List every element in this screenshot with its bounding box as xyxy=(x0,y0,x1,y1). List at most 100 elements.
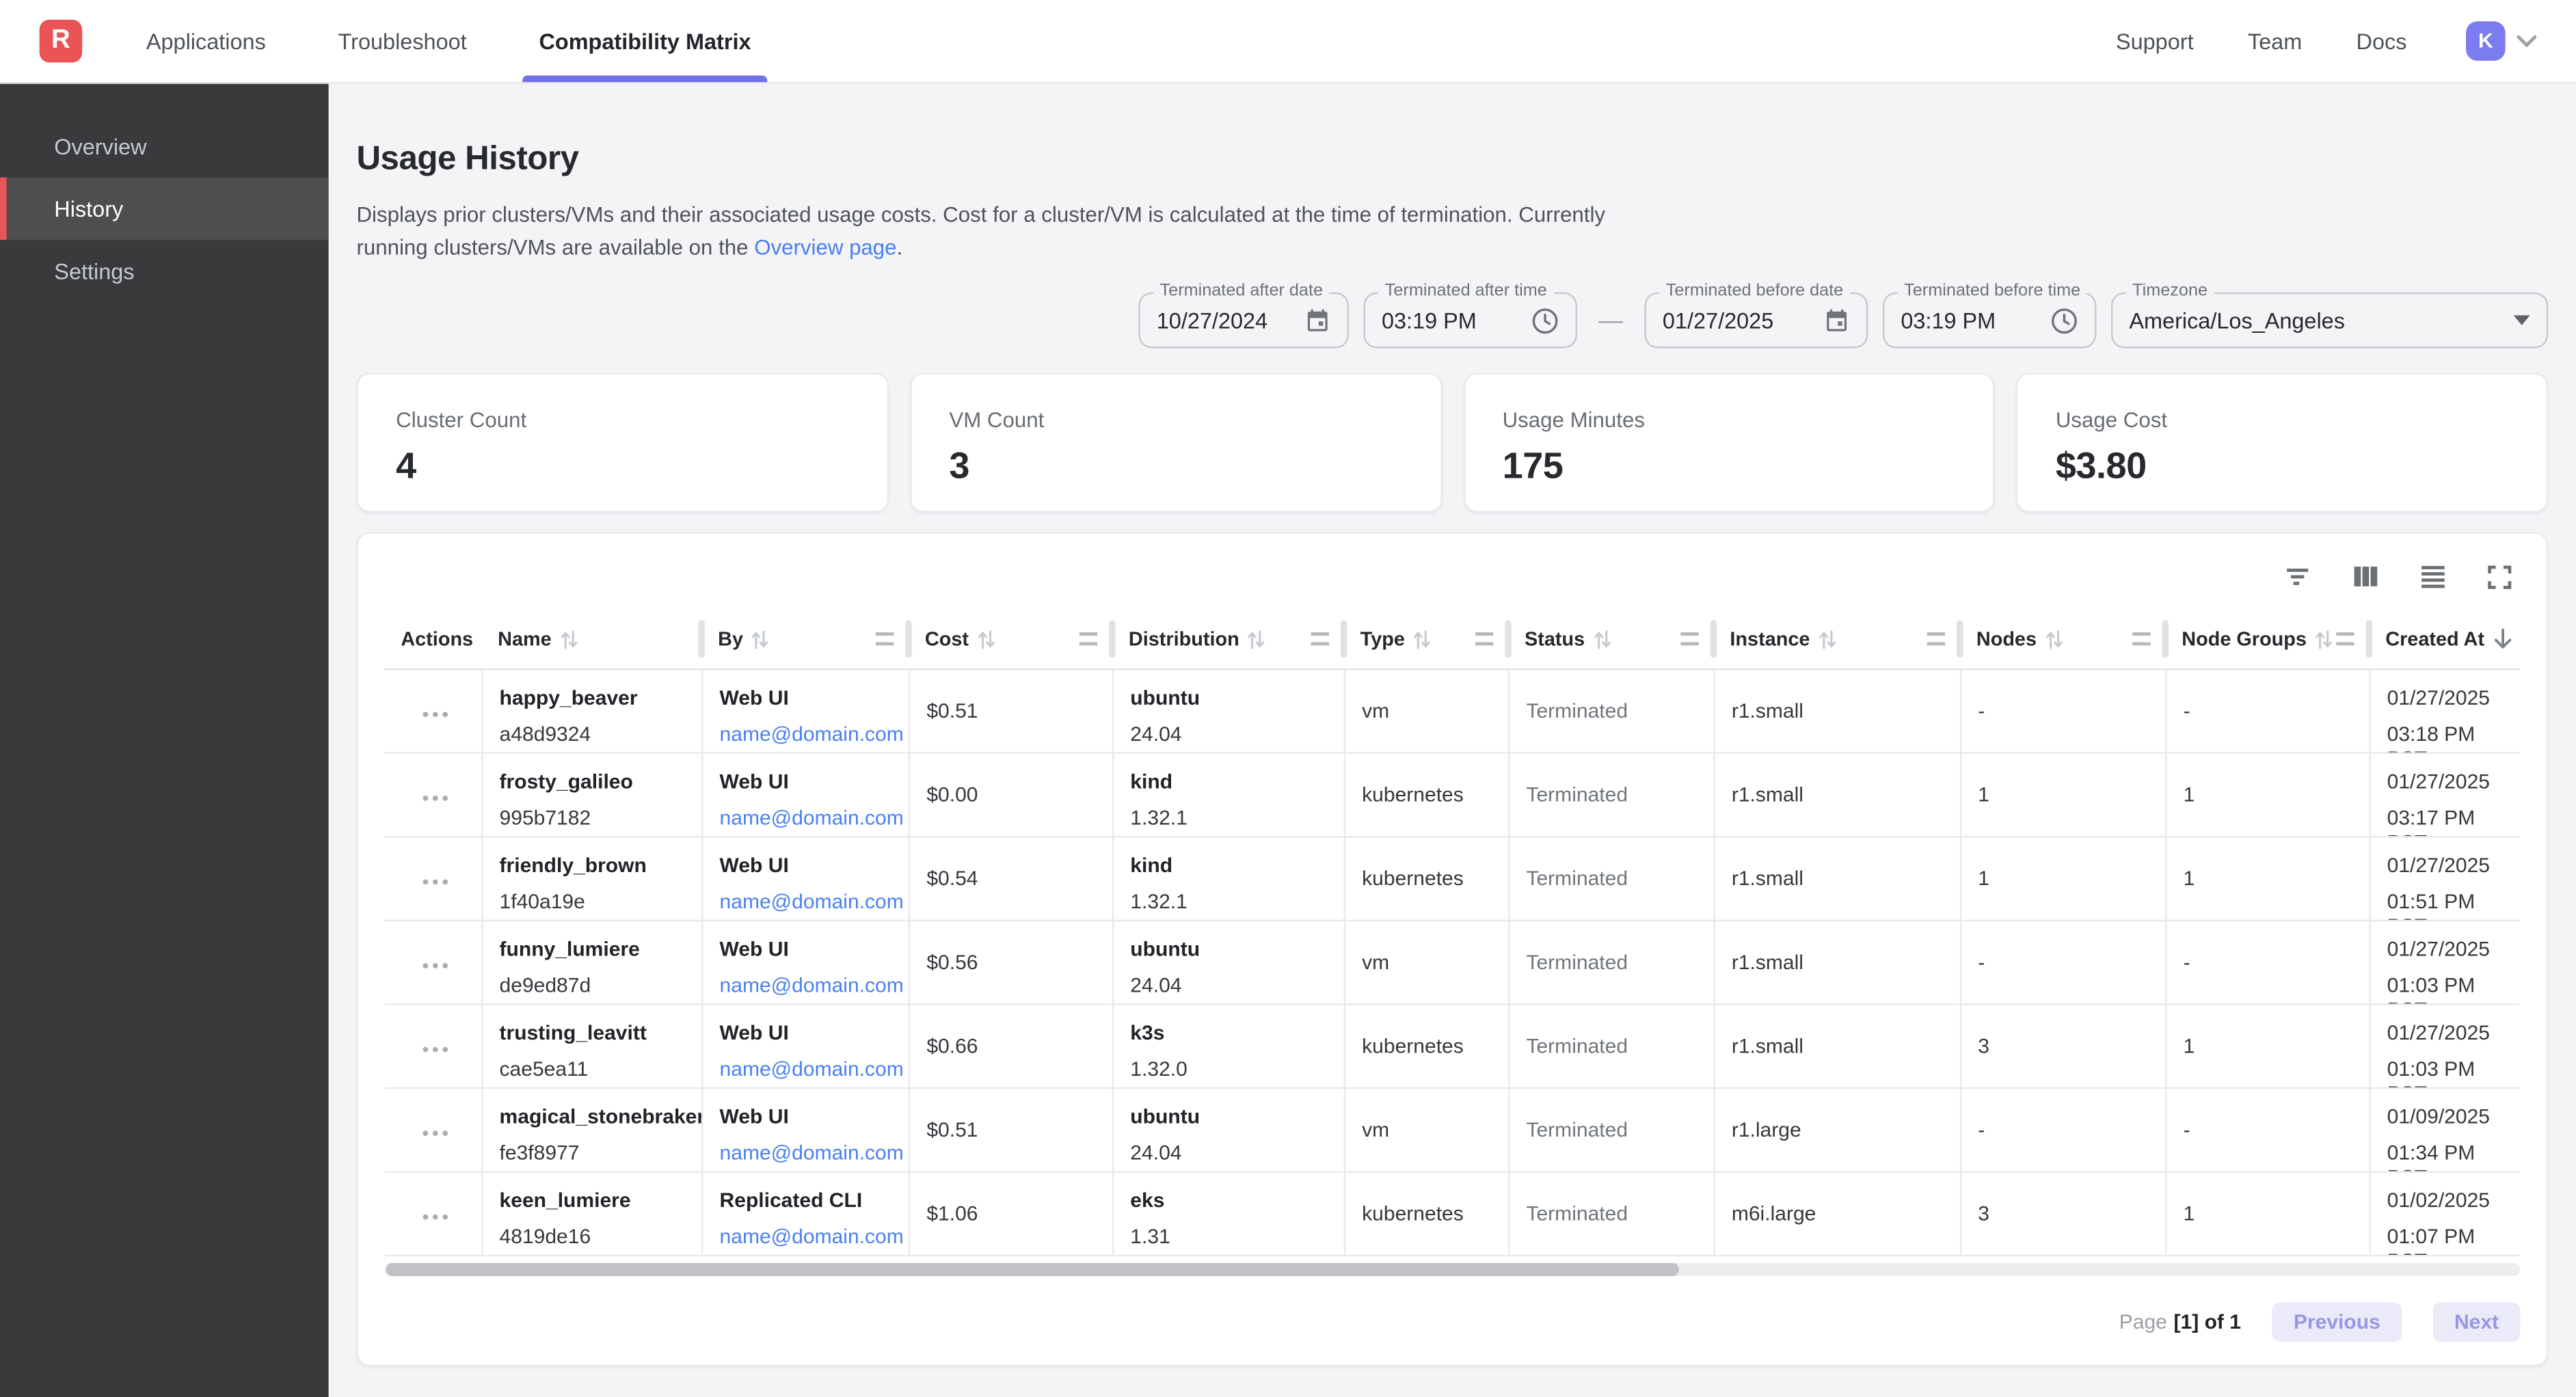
clock-icon[interactable] xyxy=(1531,306,1559,334)
stat-card: Usage Cost $3.80 xyxy=(2016,372,2549,513)
cell-instance: r1.large xyxy=(1713,1089,1959,1171)
previous-page-button[interactable]: Previous xyxy=(2272,1302,2402,1342)
column-header[interactable]: Type xyxy=(1344,610,1512,669)
row-actions-menu-button[interactable] xyxy=(384,1089,481,1171)
description-period: . xyxy=(896,234,903,260)
overview-page-link[interactable]: Overview page xyxy=(754,234,897,260)
nav-item[interactable]: Troubleshoot xyxy=(328,0,477,82)
clock-icon[interactable] xyxy=(2050,306,2078,334)
column-resize-handle[interactable] xyxy=(1311,632,1330,646)
filter-field-value[interactable]: 03:19 PM xyxy=(1381,308,1477,333)
created-by-email-link[interactable]: name@domain.com xyxy=(719,1057,904,1081)
density-icon[interactable] xyxy=(2418,562,2447,591)
cell-type: vm xyxy=(1343,670,1508,752)
filter-field[interactable]: Timezone America/Los_Angeles xyxy=(2110,280,2549,349)
filter-icon[interactable] xyxy=(2283,562,2313,591)
created-by-email-link[interactable]: name@domain.com xyxy=(719,1225,904,1249)
created-by-source: Web UI xyxy=(719,1021,789,1045)
nav-link[interactable]: Support xyxy=(2115,29,2194,54)
columns-icon[interactable] xyxy=(2351,562,2380,591)
column-resize-handle[interactable] xyxy=(1927,632,1946,646)
created-by-email-link[interactable]: name@domain.com xyxy=(719,722,904,746)
sort-icon[interactable] xyxy=(560,628,578,649)
row-actions-menu-button[interactable] xyxy=(384,838,481,920)
nav-item[interactable]: Compatibility Matrix xyxy=(522,0,768,83)
cluster-name: frosty_galileo xyxy=(499,770,633,794)
column-resize-handle[interactable] xyxy=(1079,632,1098,646)
horizontal-scrollbar-thumb[interactable] xyxy=(386,1262,1678,1277)
cell-cost: $0.56 xyxy=(908,921,1112,1004)
column-header[interactable]: Instance xyxy=(1713,610,1963,669)
column-header[interactable]: Nodes xyxy=(1960,610,2169,669)
column-header[interactable]: Node Groups xyxy=(2165,610,2373,669)
row-actions-menu-button[interactable] xyxy=(384,1005,481,1087)
cluster-name: happy_beaver xyxy=(499,686,638,710)
sidebar-item[interactable]: History xyxy=(0,177,329,240)
nav-link[interactable]: Team xyxy=(2247,29,2303,54)
row-actions-menu-button[interactable] xyxy=(384,1173,481,1255)
sidebar-item[interactable]: Settings xyxy=(0,240,329,302)
filter-field[interactable]: Terminated after time 03:19 PM xyxy=(1363,280,1577,349)
sort-icon[interactable] xyxy=(1818,628,1836,649)
created-by-email-link[interactable]: name@domain.com xyxy=(719,890,904,914)
filter-field-value[interactable]: America/Los_Angeles xyxy=(2129,308,2345,333)
column-header[interactable]: Created At xyxy=(2369,610,2523,669)
column-resize-handle[interactable] xyxy=(2336,632,2354,646)
column-resize-handle[interactable] xyxy=(875,632,894,646)
status-badge: Terminated xyxy=(1508,1005,1713,1087)
cell-name: happy_beaver a48d9324 xyxy=(481,670,701,752)
dropdown-caret-icon[interactable] xyxy=(2513,315,2530,325)
horizontal-scrollbar-track[interactable] xyxy=(384,1262,2521,1277)
filter-field[interactable]: Terminated before date 01/27/2025 xyxy=(1644,280,1868,349)
column-resize-handle[interactable] xyxy=(2132,632,2151,646)
filter-field-value[interactable]: 10/27/2024 xyxy=(1156,308,1268,333)
calendar-icon[interactable] xyxy=(1304,307,1330,333)
column-header[interactable]: By xyxy=(701,610,912,669)
calendar-icon[interactable] xyxy=(1823,307,1849,333)
column-header-label: By xyxy=(718,627,744,651)
filter-field[interactable]: Terminated after date 10/27/2024 xyxy=(1138,280,1349,349)
column-resize-handle[interactable] xyxy=(1680,632,1699,646)
stat-card-value: 3 xyxy=(949,445,969,487)
distribution-version: 1.32.1 xyxy=(1130,806,1188,830)
chevron-down-icon[interactable] xyxy=(2517,34,2537,48)
user-avatar[interactable]: K xyxy=(2465,21,2506,61)
sort-desc-icon[interactable] xyxy=(2493,627,2514,651)
column-resize-handle[interactable] xyxy=(1475,632,1494,646)
cell-node-groups: 1 xyxy=(2165,1005,2369,1087)
replicated-logo[interactable]: R xyxy=(39,19,83,63)
column-header[interactable]: Actions xyxy=(384,610,481,669)
column-header[interactable]: Cost xyxy=(909,610,1116,669)
column-header[interactable]: Status xyxy=(1508,610,1717,669)
created-by-email-link[interactable]: name@domain.com xyxy=(719,1141,904,1165)
column-header[interactable]: Name xyxy=(481,610,705,669)
sort-icon[interactable] xyxy=(2045,628,2063,649)
cell-distribution: ubuntu 24.04 xyxy=(1112,1089,1344,1171)
sort-icon[interactable] xyxy=(1593,628,1611,649)
column-header[interactable]: Distribution xyxy=(1112,610,1347,669)
sort-icon[interactable] xyxy=(2315,628,2333,649)
cell-distribution: kind 1.32.1 xyxy=(1112,837,1344,920)
created-by-email-link[interactable]: name@domain.com xyxy=(719,974,904,997)
row-actions-menu-button[interactable] xyxy=(384,754,481,836)
sort-icon[interactable] xyxy=(751,628,769,649)
column-separator xyxy=(1109,620,1116,658)
table-toolbar xyxy=(384,554,2520,599)
stat-card-value: 175 xyxy=(1502,445,1564,487)
filter-field-value[interactable]: 03:19 PM xyxy=(1901,308,1996,333)
sort-icon[interactable] xyxy=(1413,628,1431,649)
row-actions-menu-button[interactable] xyxy=(384,670,481,752)
created-by-email-link[interactable]: name@domain.com xyxy=(719,806,904,830)
nav-link[interactable]: Docs xyxy=(2356,29,2407,54)
row-actions-menu-button[interactable] xyxy=(384,921,481,1003)
filter-field[interactable]: Terminated before time 03:19 PM xyxy=(1882,280,2097,349)
next-page-button[interactable]: Next xyxy=(2432,1302,2521,1342)
sort-icon[interactable] xyxy=(977,628,995,649)
fullscreen-icon[interactable] xyxy=(2486,562,2514,591)
created-by-source: Web UI xyxy=(719,686,789,710)
sidebar-item[interactable]: Overview xyxy=(0,115,329,177)
nav-item[interactable]: Applications xyxy=(136,0,276,82)
filter-field-value[interactable]: 01/27/2025 xyxy=(1662,308,1774,333)
sort-icon[interactable] xyxy=(1248,628,1265,649)
